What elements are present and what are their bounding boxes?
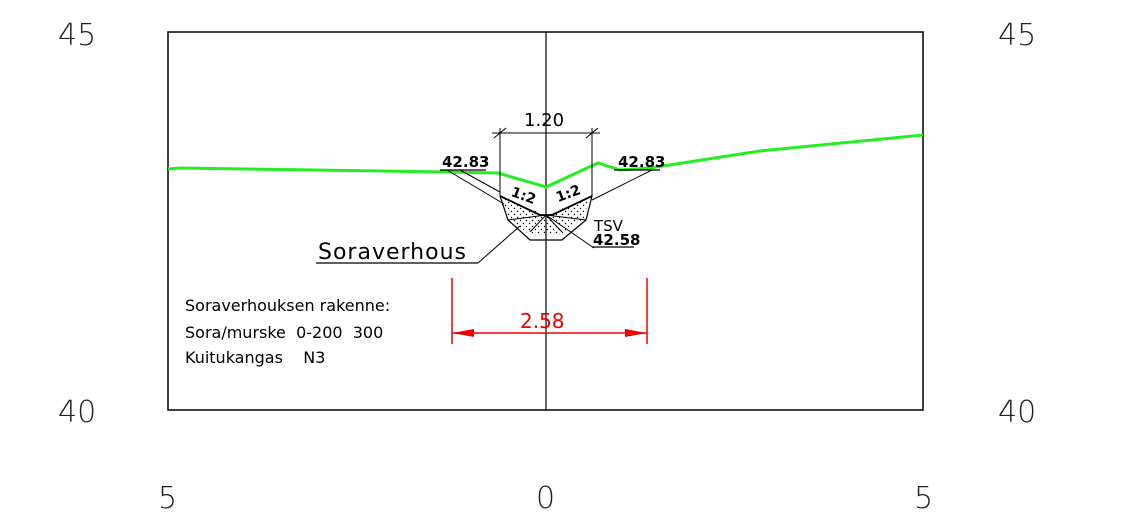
- ground-line: [167, 133, 924, 189]
- y-label-top-left: 45: [58, 18, 96, 53]
- y-label-bottom-right: 40: [998, 395, 1036, 430]
- bottom-level-label: 42.58: [593, 231, 640, 249]
- ditch-line-left-2: [529, 214, 547, 233]
- ditch-line-right: [545, 214, 587, 221]
- span-width-label: 2.58: [520, 309, 565, 333]
- ditch-line-left: [507, 214, 547, 221]
- bottom-code-label: TSV: [593, 217, 624, 235]
- notes-line-2: Kuitukangas N3: [185, 348, 325, 367]
- right-level-label: 42.83: [618, 153, 665, 171]
- width-tick-right: [585, 127, 599, 139]
- verhous-leader: [477, 225, 521, 264]
- left-level-leader-2: [459, 169, 501, 193]
- notes-line-1: Sora/murske 0-200 300: [185, 323, 383, 342]
- trench-outline: [499, 195, 593, 241]
- right-level-leader: [591, 169, 653, 201]
- notes-title: Soraverhouksen rakenne:: [185, 296, 390, 315]
- verhous-label: Soraverhous: [318, 240, 467, 265]
- x-label-left: 5: [158, 481, 177, 516]
- width-tick-left: [493, 127, 507, 139]
- left-level-label: 42.83: [442, 153, 489, 171]
- span-arrow-right: [625, 329, 647, 337]
- top-width-label: 1.20: [524, 110, 564, 131]
- left-level-leader: [446, 169, 505, 205]
- ditch-line-right-2: [545, 214, 563, 233]
- x-label-right: 5: [914, 481, 933, 516]
- bottom-level-leader: [545, 214, 595, 249]
- span-arrow-left: [452, 329, 474, 337]
- y-label-top-right: 45: [998, 18, 1036, 53]
- y-label-bottom-left: 40: [58, 395, 96, 430]
- x-label-center: 0: [536, 481, 555, 516]
